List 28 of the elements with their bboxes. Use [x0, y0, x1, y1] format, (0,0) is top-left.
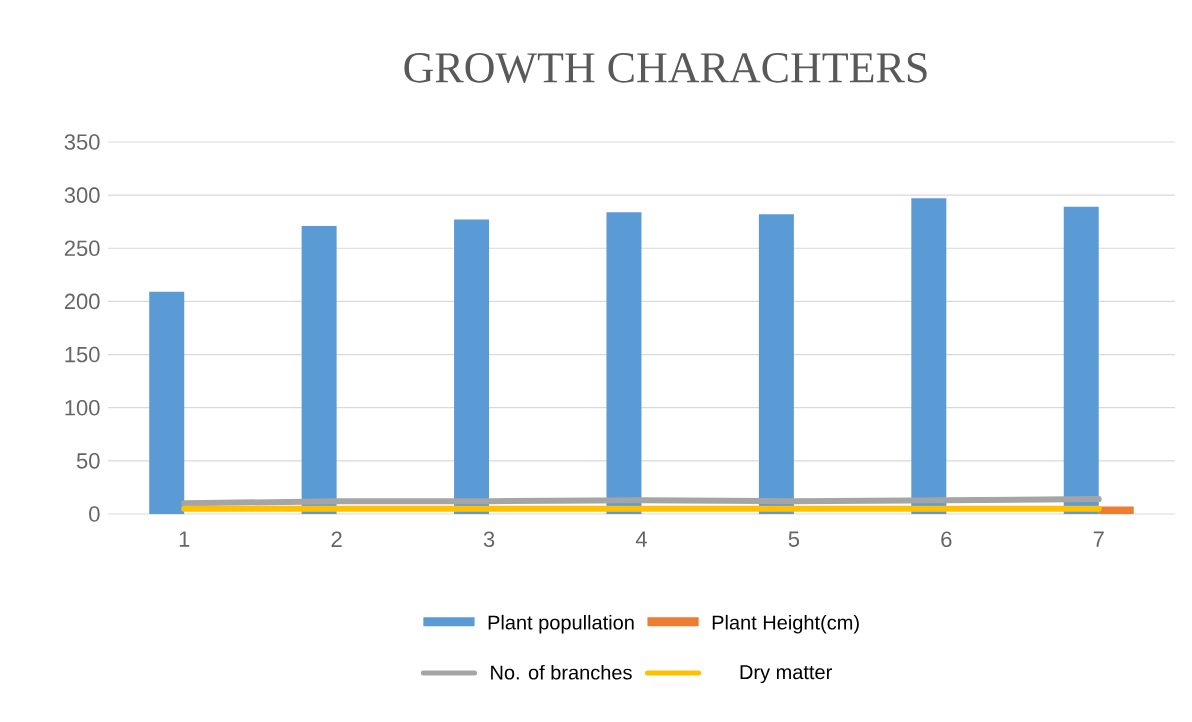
legend-label: Dry matter [740, 665, 832, 684]
bar [1098, 506, 1134, 514]
y-tick-label: 300 [64, 187, 100, 203]
x-tick-label: 2 [331, 531, 342, 547]
y-tick-label: 350 [64, 134, 100, 150]
y-tick-label: 100 [65, 399, 100, 416]
x-tick-label: 7 [1093, 531, 1104, 547]
legend-label: No. of branches [491, 664, 632, 680]
y-tick-label: 0 [89, 506, 100, 522]
x-tick-label: 4 [635, 531, 647, 547]
x-tick-label: 6 [941, 531, 952, 548]
x-tick-label: 1 [179, 531, 190, 547]
y-tick-label: 150 [65, 346, 100, 363]
bar [758, 214, 794, 514]
bar [301, 225, 337, 514]
bar [606, 212, 642, 514]
y-tick-label: 200 [64, 293, 100, 310]
legend-label: Plant popullation [488, 614, 634, 634]
x-tick-label: 5 [788, 531, 800, 547]
chart-title: GROWTH CHARACHTERS [404, 53, 927, 83]
bar [911, 198, 947, 514]
y-tick-label: 250 [64, 240, 100, 257]
x-tick-label: 3 [483, 531, 495, 548]
bar [454, 219, 490, 514]
bar [149, 291, 185, 514]
y-tick-label: 50 [76, 453, 100, 469]
bar [1063, 206, 1099, 514]
legend-label: Plant Height(cm) [712, 614, 859, 634]
